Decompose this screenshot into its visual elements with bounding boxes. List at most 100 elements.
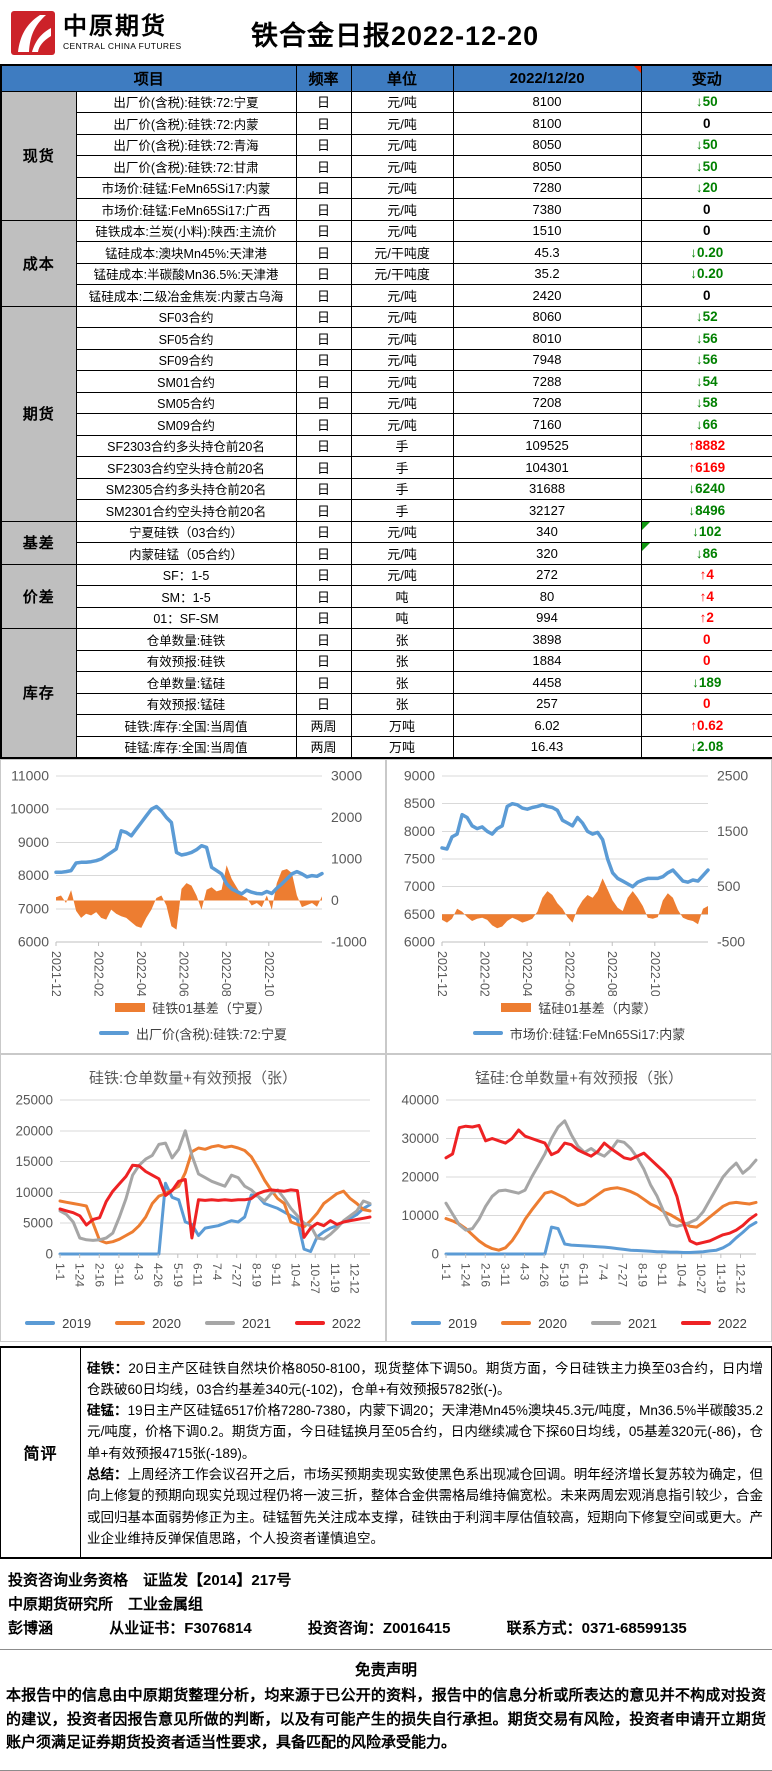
table-row: SM01合约日元/吨 7288 ↓54	[1, 370, 772, 393]
legend-swatch-icon	[99, 1030, 130, 1036]
cell-value: 272	[452, 563, 642, 586]
legend-label: 出厂价(含税):硅铁:72:宁夏	[136, 1026, 287, 1042]
cell-value: 104301	[452, 456, 642, 479]
cell-freq: 日	[295, 434, 352, 457]
cell-unit: 张	[350, 671, 454, 694]
svg-text:11-19: 11-19	[714, 1263, 728, 1293]
cell-freq: 日	[295, 606, 352, 629]
cell-unit: 吨	[350, 606, 454, 629]
svg-text:7-4: 7-4	[596, 1263, 610, 1281]
chart-legend: 2019 2020 2021 2022	[1, 1314, 385, 1341]
svg-text:3-11: 3-11	[112, 1263, 126, 1286]
cell-change: 0	[640, 198, 772, 221]
cell-freq: 日	[295, 305, 352, 328]
cell-freq: 日	[295, 284, 352, 307]
cell-freq: 日	[295, 671, 352, 694]
svg-text:10-4: 10-4	[289, 1263, 303, 1287]
svg-text:10-27: 10-27	[694, 1263, 708, 1294]
cell-change: 0	[640, 219, 772, 242]
cell-unit: 元/吨	[350, 542, 454, 565]
cell-unit: 元/吨	[350, 391, 454, 414]
cell-item: SF09合约	[75, 348, 297, 371]
svg-text:2022-10: 2022-10	[648, 951, 662, 996]
cell-change: ↓56	[640, 348, 772, 371]
cell-value: 257	[452, 692, 642, 715]
svg-text:4-3: 4-3	[518, 1263, 532, 1281]
svg-text:9-11: 9-11	[655, 1263, 669, 1286]
cell-value: 1884	[452, 649, 642, 672]
svg-text:2022-08: 2022-08	[605, 951, 619, 996]
logo-mark-icon	[11, 11, 55, 55]
chart-title: 锰硅:仓单数量+有效预报（张）	[475, 1069, 683, 1087]
legend-item: 2020	[115, 1316, 181, 1331]
table-row: 出厂价(含税):硅铁:72:青海日元/吨 8050 ↓50	[1, 133, 772, 156]
table-row: 锰硅成本:二级冶金焦炭:内蒙古乌海日元/吨 2420 0	[1, 284, 772, 307]
brand-name-en: CENTRAL CHINA FUTURES	[63, 41, 182, 52]
svg-text:2500: 2500	[717, 767, 748, 783]
cell-freq: 日	[295, 219, 352, 242]
cell-value: 2420	[452, 284, 642, 307]
cell-item: 出厂价(含税):硅铁:72:宁夏	[75, 90, 297, 113]
table-header-row: 项目 频率 单位 2022/12/20 变动	[0, 64, 772, 92]
svg-text:-500: -500	[717, 933, 745, 949]
report-table-body: 现货 出厂价(含税):硅铁:72:宁夏日元/吨 8100 ↓50 出厂价(含税):硅铁:…	[0, 90, 772, 758]
legend-label: 2021	[242, 1315, 271, 1331]
sm-neimeng-price-basis-plot: 6000 6500 7000 7500 8000 8500 9000 -500 500 1500 2…	[404, 767, 749, 996]
cell-change: ↓56	[640, 327, 772, 350]
cell-change: 0	[640, 628, 772, 651]
cell-value: 994	[452, 606, 642, 629]
cell-freq: 日	[295, 176, 352, 199]
svg-text:1500: 1500	[717, 822, 748, 838]
charts-grid: 6000 7000 8000 9000 10000 11000 -1000 0 1000 2000…	[0, 758, 772, 1342]
cell-unit: 张	[350, 692, 454, 715]
table-row: 成本 硅铁成本:兰炭(小料):陕西:主流价日元/吨 1510 0	[0, 219, 772, 307]
cell-freq: 日	[295, 348, 352, 371]
cell-change: ↓50	[640, 133, 772, 156]
chart-legend: 2019 2020 2021 2022	[387, 1314, 771, 1341]
chart-panel-0: 6000 7000 8000 9000 10000 11000 -1000 0 1000 2000…	[0, 758, 386, 1054]
cell-item: 锰硅成本:澳块Mn45%:天津港	[75, 241, 297, 264]
cell-unit: 元/吨	[350, 176, 454, 199]
svg-text:2022-02: 2022-02	[92, 951, 106, 996]
chart-legend: 硅铁01基差（宁夏） 出厂价(含税):硅铁:72:宁夏	[1, 996, 385, 1053]
table-row: 01：SF-SM 日吨 994 ↑2	[1, 606, 772, 629]
col-header-change: 变动	[640, 64, 772, 92]
legend-swatch-icon	[205, 1320, 235, 1326]
legend-item: 锰硅01基差（内蒙）	[501, 998, 657, 1017]
cell-unit: 手	[350, 456, 454, 479]
svg-text:25000: 25000	[15, 1092, 53, 1107]
svg-text:30000: 30000	[401, 1131, 439, 1146]
svg-text:12-12: 12-12	[348, 1263, 362, 1294]
table-row: 锰硅成本:半碳酸Mn36.5%:天津港日元/干吨度 35.2 ↓0.20	[1, 262, 772, 285]
svg-text:2021-12: 2021-12	[435, 951, 449, 996]
cell-item: 仓单数量:锰硅	[75, 671, 297, 694]
svg-text:8000: 8000	[404, 822, 435, 838]
svg-text:2022-04: 2022-04	[520, 951, 534, 996]
cell-value: 320	[452, 542, 642, 565]
cell-item: SF：1-5	[75, 563, 297, 586]
cell-freq: 日	[295, 649, 352, 672]
table-row: SF2303合约空头持仓前20名日手 104301 ↑6169	[1, 456, 772, 479]
svg-text:9000: 9000	[18, 833, 49, 849]
cell-item: 锰硅成本:半碳酸Mn36.5%:天津港	[75, 262, 297, 285]
table-row: 基差 宁夏硅铁（03合约）日元/吨 340 ↓102	[0, 520, 772, 565]
cell-value: 7380	[452, 198, 642, 221]
table-row: 出厂价(含税):硅铁:72:内蒙日元/吨 8100 0	[1, 112, 772, 135]
cell-freq: 日	[295, 563, 352, 586]
svg-text:6-11: 6-11	[576, 1263, 590, 1286]
chart-panel-2: 硅铁:仓单数量+有效预报（张） 0 5000 10000 15000 20000 25000…	[0, 1053, 386, 1342]
table-row: SM2305合约多头持仓前20名日手 31688 ↓6240	[1, 477, 772, 500]
cell-unit: 元/吨	[350, 370, 454, 393]
cell-unit: 元/吨	[350, 284, 454, 307]
cell-freq: 日	[295, 112, 352, 135]
cell-item: SF05合约	[75, 327, 297, 350]
svg-text:40000: 40000	[401, 1092, 439, 1107]
cell-unit: 元/干吨度	[350, 241, 454, 264]
cell-value: 3898	[452, 628, 642, 651]
svg-text:10000: 10000	[401, 1208, 439, 1223]
svg-text:8000: 8000	[18, 867, 49, 883]
svg-text:8500: 8500	[404, 795, 435, 811]
cell-item: 内蒙硅锰（05合约）	[75, 542, 297, 565]
cell-change: ↑0.62	[640, 714, 772, 737]
